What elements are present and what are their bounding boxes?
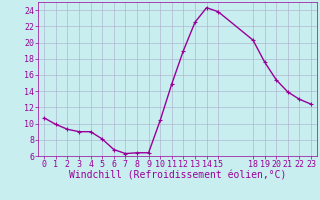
X-axis label: Windchill (Refroidissement éolien,°C): Windchill (Refroidissement éolien,°C) <box>69 171 286 181</box>
